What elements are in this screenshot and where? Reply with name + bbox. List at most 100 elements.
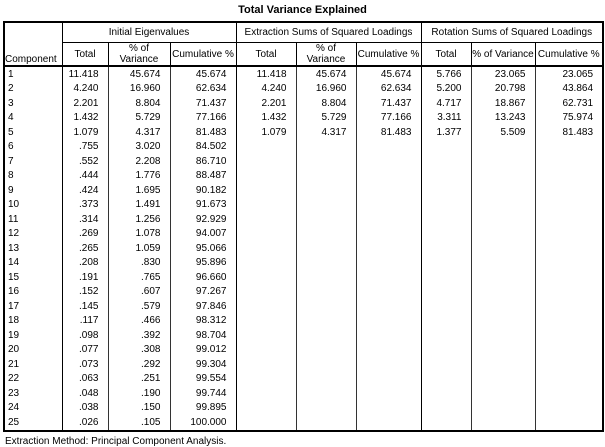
table-row: 16 .152.607 97.267	[4, 284, 604, 299]
value-cell: 5.509	[470, 125, 535, 140]
value-cell: .150	[107, 400, 170, 415]
value-cell	[355, 284, 421, 299]
value-cell	[534, 284, 604, 299]
table-row: 14 .208.830 95.896	[4, 255, 604, 270]
value-cell: 4.317	[107, 125, 170, 140]
component-cell: 14	[8, 257, 20, 269]
value-cell	[470, 183, 535, 198]
col-header-pct-variance: % of Variance	[295, 42, 356, 66]
value-cell: .073	[61, 357, 108, 372]
value-cell	[534, 313, 604, 328]
value-cell: 1.491	[107, 197, 170, 212]
value-cell	[235, 313, 296, 328]
value-cell: 99.895	[169, 400, 236, 415]
value-cell	[235, 154, 296, 169]
value-cell: 98.312	[169, 313, 236, 328]
component-cell: 12	[8, 228, 20, 240]
table-row: 10 .373 1.491 91.673	[4, 197, 604, 212]
value-cell: .314	[61, 212, 108, 227]
value-cell	[420, 255, 471, 270]
component-cell: 4	[8, 112, 14, 124]
value-cell	[470, 342, 535, 357]
value-cell	[470, 284, 535, 299]
value-cell	[235, 183, 296, 198]
value-cell	[355, 226, 421, 241]
value-cell	[235, 270, 296, 285]
value-cell	[470, 357, 535, 372]
value-cell	[420, 168, 471, 183]
table-row: 5 1.079 4.317 81.483 1.079 4.317 81.483 1.377 5.…	[4, 125, 604, 140]
value-cell: 20.798	[470, 81, 535, 96]
value-cell	[420, 371, 471, 386]
component-cell: 1	[8, 68, 14, 80]
value-cell: 1.078	[107, 226, 170, 241]
value-cell: 23.065	[470, 66, 535, 82]
table-row: 12 .269 1.078 94.007	[4, 226, 604, 241]
value-cell	[534, 328, 604, 343]
value-cell	[534, 342, 604, 357]
group-header-rotation-loadings: Rotation Sums of Squared Loadings	[420, 22, 604, 43]
value-cell	[355, 299, 421, 314]
table-row: 18 .117.466 98.312	[4, 313, 604, 328]
value-cell: 81.483	[534, 125, 604, 140]
value-cell	[235, 226, 296, 241]
value-cell: .026	[61, 415, 108, 431]
table-row: 22 .063.251 99.554	[4, 371, 604, 386]
value-cell	[470, 168, 535, 183]
value-cell	[470, 415, 535, 431]
value-cell: 96.660	[169, 270, 236, 285]
table-row: 8 .444 1.776 88.487	[4, 168, 604, 183]
value-cell: .392	[107, 328, 170, 343]
group-header-row: Component Initial Eigenvalues Extraction…	[4, 22, 604, 66]
value-cell	[295, 270, 356, 285]
value-cell: 62.731	[534, 96, 604, 111]
table-row: 21 .073.292 99.304	[4, 357, 604, 372]
value-cell	[355, 139, 421, 154]
value-cell	[235, 212, 296, 227]
value-cell	[420, 400, 471, 415]
table-row: 19 .098.392 98.704	[4, 328, 604, 343]
value-cell	[295, 299, 356, 314]
value-cell	[295, 386, 356, 401]
value-cell	[470, 154, 535, 169]
value-cell: 16.960	[107, 81, 170, 96]
col-header-cumulative: Cumulative %	[534, 42, 604, 66]
value-cell: 3.020	[107, 139, 170, 154]
value-cell	[470, 139, 535, 154]
value-cell	[295, 255, 356, 270]
value-cell: .755	[61, 139, 108, 154]
value-cell: 45.674	[355, 66, 421, 82]
value-cell: .373	[61, 197, 108, 212]
value-cell	[470, 371, 535, 386]
value-cell: 62.634	[169, 81, 236, 96]
value-cell	[420, 284, 471, 299]
value-cell	[420, 183, 471, 198]
value-cell: .191	[61, 270, 108, 285]
value-cell: 4.240	[235, 81, 296, 96]
value-cell: 1.776	[107, 168, 170, 183]
value-cell	[355, 154, 421, 169]
value-cell: 1.695	[107, 183, 170, 198]
value-cell	[295, 400, 356, 415]
value-cell	[295, 342, 356, 357]
group-header-extraction-loadings: Extraction Sums of Squared Loadings	[235, 22, 421, 43]
value-cell	[534, 400, 604, 415]
component-cell: 20	[8, 344, 20, 356]
value-cell	[295, 371, 356, 386]
value-cell	[355, 212, 421, 227]
value-cell	[295, 226, 356, 241]
total-variance-table[interactable]: Component Initial Eigenvalues Extraction…	[3, 21, 605, 432]
value-cell	[534, 168, 604, 183]
value-cell	[235, 342, 296, 357]
value-cell: 1.256	[107, 212, 170, 227]
value-cell: 94.007	[169, 226, 236, 241]
col-header-cumulative: Cumulative %	[169, 42, 236, 66]
value-cell	[420, 386, 471, 401]
value-cell: 81.483	[355, 125, 421, 140]
value-cell	[295, 284, 356, 299]
component-cell: 18	[8, 315, 20, 327]
value-cell: .098	[61, 328, 108, 343]
value-cell: .444	[61, 168, 108, 183]
table-row: 24 .038.150 99.895	[4, 400, 604, 415]
value-cell: 4.240	[61, 81, 108, 96]
